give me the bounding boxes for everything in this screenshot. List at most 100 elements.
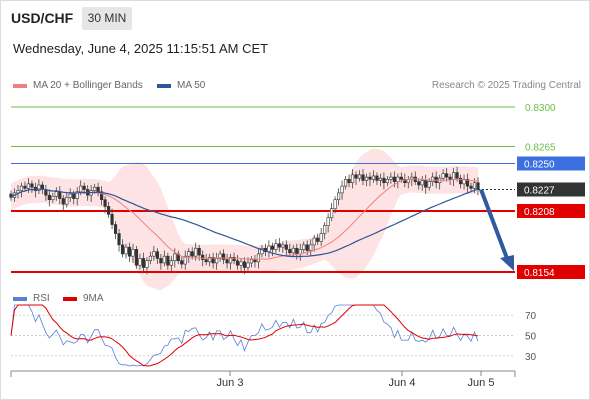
- candle-body: [284, 244, 288, 250]
- candle-body: [61, 198, 65, 205]
- candle-body: [274, 243, 278, 250]
- candle-body: [336, 192, 341, 200]
- legend-9ma: 9MA: [63, 293, 104, 304]
- candle-body: [323, 225, 327, 234]
- candle-body: [312, 237, 316, 246]
- candle-body: [155, 251, 159, 259]
- candle-body: [131, 249, 135, 257]
- rsi-9ma-line: [10, 304, 479, 367]
- candle-body: [152, 251, 156, 257]
- candle-body: [183, 255, 187, 265]
- candle-body: [368, 176, 372, 180]
- candle-body: [319, 233, 323, 242]
- candle-body: [458, 177, 463, 185]
- candle-body: [197, 247, 201, 256]
- ma20-swatch: [13, 83, 27, 88]
- candle-body: [354, 174, 358, 179]
- candle-body: [106, 206, 111, 215]
- candle-body: [452, 172, 456, 180]
- candle-body: [260, 247, 264, 255]
- timeframe-button[interactable]: 30 MIN: [82, 7, 132, 30]
- level-label-2: 0.8250: [524, 160, 555, 171]
- candle-body: [427, 181, 431, 188]
- candle-body: [65, 197, 69, 205]
- candle-body: [340, 185, 344, 194]
- candle-body: [403, 179, 407, 184]
- candle-body: [117, 233, 121, 246]
- candle-body: [190, 251, 194, 257]
- x-tick-label: Jun 5: [468, 377, 495, 389]
- candle-body: [371, 175, 376, 180]
- candle-body: [75, 191, 79, 199]
- candle-body: [239, 261, 243, 266]
- candle-body: [194, 247, 198, 257]
- legend-ma50: MA 50: [157, 80, 205, 91]
- candle-body: [288, 249, 292, 254]
- level-badge-3: [517, 182, 585, 197]
- datetime-label: Wednesday, June 4, 2025 11:15:51 AM CET: [13, 41, 269, 56]
- candle-body: [330, 208, 334, 219]
- candle-body: [187, 251, 191, 257]
- candle-body: [441, 173, 445, 179]
- candle-body: [201, 254, 205, 260]
- candle-body: [295, 247, 299, 255]
- candle-body: [277, 243, 281, 248]
- candle-body: [37, 184, 41, 191]
- candle-body: [82, 185, 86, 190]
- candle-body: [361, 174, 365, 181]
- candle-body: [357, 174, 362, 179]
- candle-body: [30, 183, 34, 188]
- candle-body: [445, 173, 449, 178]
- candle-body: [399, 176, 403, 180]
- candle-body: [100, 191, 104, 200]
- candle-body: [242, 261, 247, 268]
- candle-body: [215, 258, 219, 264]
- level-label-0: 0.8300: [525, 103, 556, 114]
- candle-body: [267, 245, 271, 252]
- level-label-1: 0.8265: [525, 143, 556, 154]
- candle-body: [448, 176, 452, 180]
- rsi-tick-label: 70: [525, 311, 537, 322]
- candle-body: [180, 260, 184, 265]
- candle-body: [235, 260, 240, 266]
- bollinger-band-area: [11, 148, 478, 291]
- legend-ma50-label: MA 50: [177, 80, 206, 91]
- candle-body: [79, 185, 83, 193]
- legend-ma20: MA 20 + Bollinger Bands: [13, 80, 143, 91]
- candle-body: [141, 258, 146, 268]
- candle-body: [134, 249, 139, 266]
- candle-body: [302, 244, 306, 250]
- candle-body: [218, 253, 222, 259]
- candle-body: [333, 199, 337, 210]
- candle-body: [431, 176, 435, 182]
- level-badge-2: [517, 156, 585, 171]
- candle-body: [120, 244, 125, 255]
- legend-rsi-label: RSI: [33, 293, 50, 304]
- candle-body: [375, 175, 379, 181]
- candle-body: [476, 182, 480, 190]
- candle-body: [281, 244, 285, 248]
- candle-body: [469, 185, 473, 189]
- candle-body: [256, 253, 261, 263]
- rsi-line: [10, 304, 479, 367]
- candle-body: [173, 253, 177, 261]
- candle-body: [110, 214, 114, 225]
- candle-body: [270, 245, 274, 250]
- candle-body: [93, 186, 97, 191]
- candle-body: [19, 185, 24, 191]
- candle-body: [72, 193, 76, 199]
- candle-body: [169, 260, 173, 266]
- forecast-arrow-head: [500, 255, 514, 271]
- ma9-swatch: [63, 296, 77, 301]
- candle-body: [455, 172, 459, 179]
- legend-9ma-label: 9MA: [83, 293, 104, 304]
- candle-body: [113, 224, 118, 234]
- candle-body: [385, 179, 389, 184]
- x-tick-label: Jun 3: [217, 377, 244, 389]
- candle-body: [124, 246, 128, 255]
- candle-body: [305, 244, 309, 251]
- candle-body: [103, 199, 107, 207]
- level-label-4: 0.8208: [524, 207, 555, 218]
- candle-body: [396, 176, 400, 182]
